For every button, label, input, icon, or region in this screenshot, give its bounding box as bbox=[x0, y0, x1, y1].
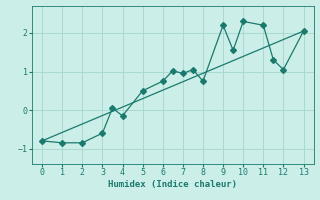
X-axis label: Humidex (Indice chaleur): Humidex (Indice chaleur) bbox=[108, 180, 237, 189]
